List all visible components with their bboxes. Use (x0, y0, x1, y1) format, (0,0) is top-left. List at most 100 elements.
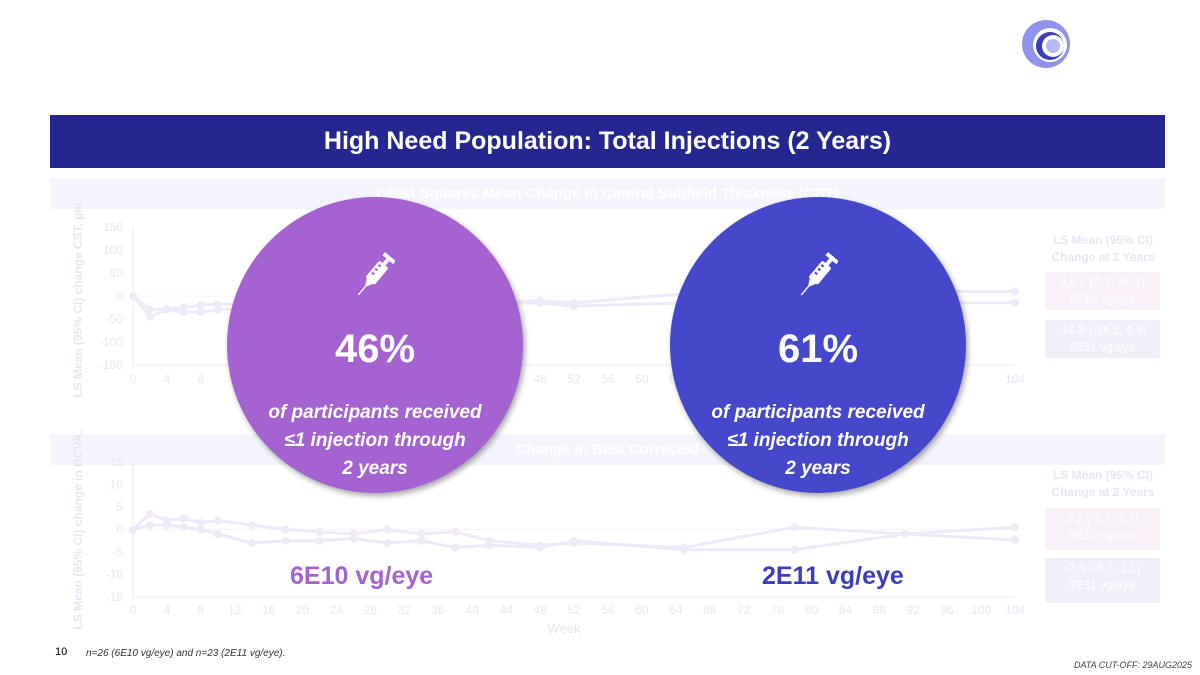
data-point (145, 312, 154, 321)
data-point (213, 300, 222, 309)
percent-value: 46% (334, 327, 416, 371)
x-tick-label: 0 (130, 372, 137, 386)
data-point (179, 303, 188, 312)
data-point (451, 543, 460, 552)
data-point (1011, 535, 1019, 544)
desc-line: ≤1 injection through (727, 430, 909, 451)
y-tick-label: -15 (106, 590, 124, 604)
data-point (451, 527, 460, 536)
legend-name: 2E11 vg/eye (1069, 340, 1136, 354)
bcva-legend-low: 0.5 (-2.7, 3.7) 6E10 vg/eye (1045, 508, 1160, 550)
data-point (145, 305, 154, 314)
data-point (1011, 287, 1019, 296)
data-point (213, 530, 222, 538)
y-tick-label: -5 (112, 545, 123, 559)
data-point (196, 301, 205, 310)
x-tick-label: 64 (669, 603, 683, 617)
y-tick-label: -100 (99, 335, 123, 349)
data-point (790, 545, 799, 554)
highlight-circle-6e10: 46% of participants received ≤1 injection… (227, 197, 523, 493)
x-tick-label: 4 (164, 603, 171, 617)
bcva-legend-high: -2.3 (-5.7, 1.1) 2E11 vg/eye (1045, 558, 1160, 603)
bcva-chart-title: Change in Best Corrected (50, 434, 1165, 465)
data-point (315, 536, 324, 545)
data-point (213, 516, 222, 525)
y-tick-label: 5 (116, 500, 123, 514)
percent-value: 61% (777, 327, 859, 371)
x-tick-label: 104 (1005, 603, 1025, 617)
x-tick-label: 4 (164, 372, 171, 386)
legend-value: -14.8 (-36.2, 6.6) (1057, 323, 1148, 337)
y-axis-label: LS Mean (95% CI) change in BCVA, (71, 430, 85, 629)
data-point (315, 527, 324, 536)
y-tick-label: -150 (99, 358, 123, 372)
footnote: n=26 (6E10 vg/eye) and n=23 (2E11 vg/eye… (86, 648, 286, 659)
description: of participants received ≤1 injection thr… (227, 399, 523, 483)
data-point (383, 539, 392, 547)
data-point (129, 292, 137, 300)
data-point (281, 536, 290, 545)
data-point (417, 530, 426, 538)
x-tick-label: 52 (567, 372, 581, 386)
x-tick-label: 28 (364, 603, 378, 617)
y-tick-label: 15 (110, 455, 124, 469)
x-tick-label: 56 (601, 372, 615, 386)
y-tick-label: 150 (103, 220, 123, 234)
x-tick-label: 0 (130, 603, 137, 617)
x-tick-label: 40 (466, 603, 480, 617)
x-tick-label: 8 (198, 372, 205, 386)
x-tick-label: 12 (228, 603, 242, 617)
data-point (179, 523, 188, 532)
data-point (790, 523, 799, 532)
x-tick-label: 80 (805, 603, 819, 617)
x-tick-label: 60 (635, 603, 649, 617)
syringe-icon (800, 252, 838, 296)
data-point (536, 543, 545, 552)
x-tick-label: 104 (1005, 372, 1025, 386)
cst-chart-title: Least Squares Mean Change in Central Sub… (50, 178, 1165, 209)
data-point (213, 305, 222, 314)
x-tick-label: 52 (567, 603, 581, 617)
x-tick-label: 100 (971, 603, 991, 617)
legend-name: 6E10 vg/eye (1069, 292, 1136, 306)
data-point (485, 541, 494, 550)
dose-label-2e11: 2E11 vg/eye (762, 562, 904, 590)
desc-line: of participants received (268, 402, 482, 423)
x-tick-label: 76 (771, 603, 785, 617)
page-number: 10 (55, 646, 68, 658)
data-point (417, 536, 426, 545)
data-point (349, 534, 358, 543)
slide-title: High Need Population: Total Injections (… (50, 115, 1165, 168)
x-tick-label: 48 (533, 603, 547, 617)
x-tick-label: 88 (873, 603, 887, 617)
x-tick-label: 60 (635, 372, 649, 386)
description: of participants received ≤1 injection thr… (670, 399, 966, 483)
legend-name: 6E10 vg/eye (1069, 528, 1136, 542)
x-tick-label: 92 (907, 603, 921, 617)
highlight-circle-2e11: 61% of participants received ≤1 injection… (670, 197, 966, 493)
x-tick-label: 32 (398, 603, 412, 617)
y-tick-label: 0 (116, 289, 123, 303)
cst-legend-title: LS Mean (95% CI) Change at 2 Years (1051, 233, 1155, 264)
y-tick-label: 0 (116, 523, 123, 537)
cst-legend-low: 9.8 (-10.7, 30.2) 6E10 vg/eye (1045, 272, 1160, 310)
data-point (536, 298, 545, 307)
company-logo (1020, 18, 1070, 73)
data-point (196, 525, 205, 534)
data-point (570, 536, 578, 545)
data-point (162, 304, 171, 313)
data-point (129, 525, 137, 534)
data-point (145, 509, 154, 518)
x-tick-label: 96 (940, 603, 954, 617)
data-point (179, 514, 188, 523)
cst-legend-high: -14.8 (-36.2, 6.6) 2E11 vg/eye (1045, 320, 1160, 358)
desc-line: 2 years (342, 458, 408, 479)
y-tick-label: 50 (110, 266, 124, 280)
y-tick-label: -50 (106, 312, 124, 326)
legend-value: -2.3 (-5.7, 1.1) (1064, 561, 1141, 575)
x-axis-label: Week (548, 621, 581, 636)
x-tick-label: 16 (262, 603, 276, 617)
legend-value: 9.8 (-10.7, 30.2) (1059, 275, 1146, 289)
data-point (900, 530, 909, 538)
